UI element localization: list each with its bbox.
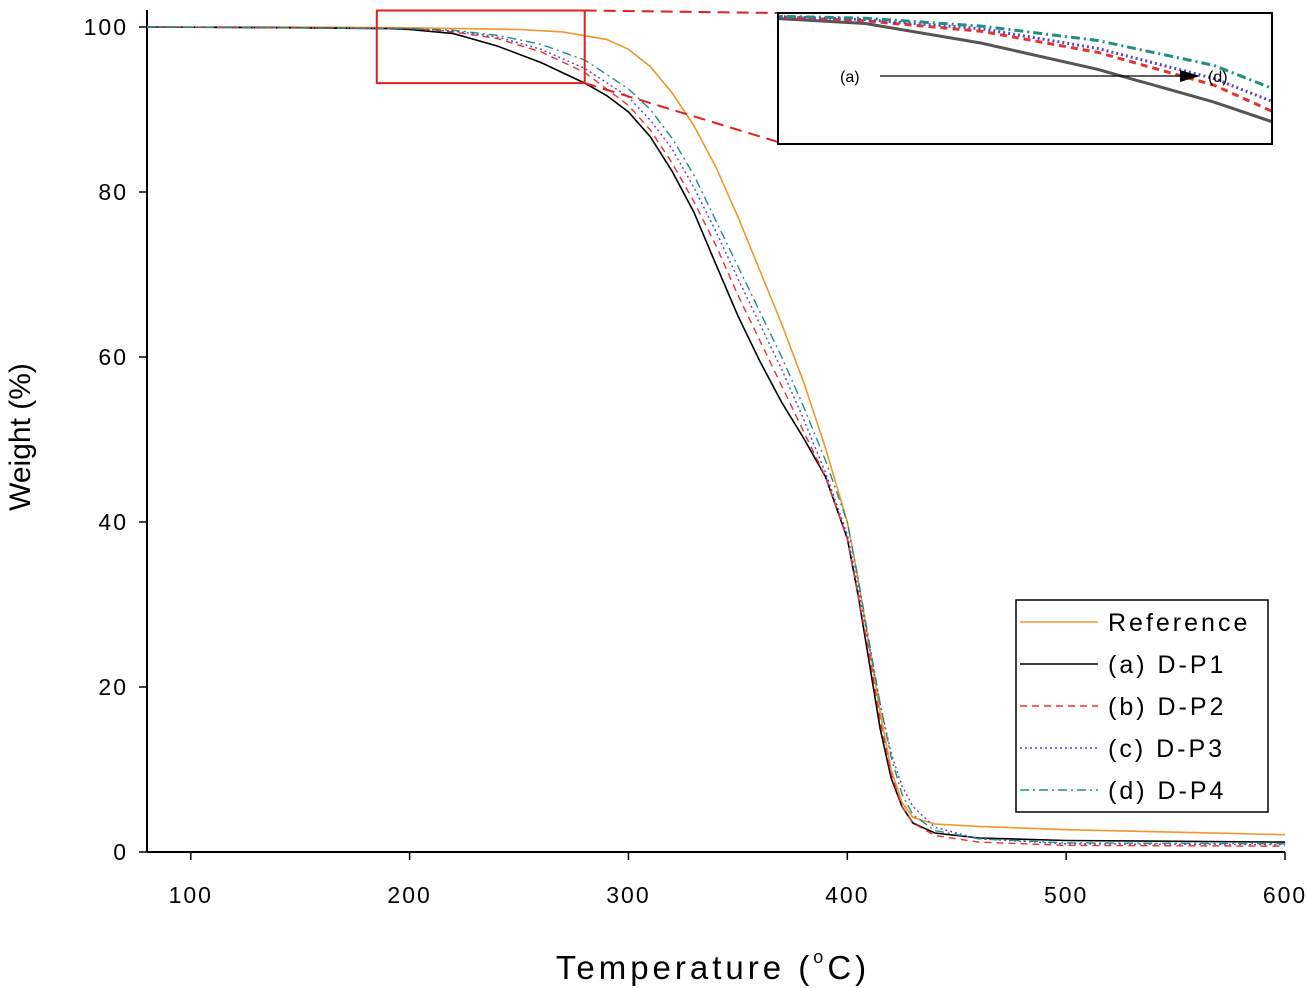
inset-series-line-3 — [779, 15, 1271, 113]
x-tick-label: 600 — [1263, 882, 1307, 908]
series-layer — [146, 26, 1286, 847]
x-tick-label: 400 — [825, 882, 869, 908]
y-tick-label: 100 — [84, 14, 128, 40]
y-tick-label: 20 — [98, 674, 128, 700]
series-line-4 — [146, 26, 1286, 846]
x-tick-label: 500 — [1044, 882, 1088, 908]
inset-series-line-2 — [779, 17, 1271, 123]
x-tick-label: 300 — [606, 882, 650, 908]
legend-label: (d) D-P4 — [1108, 777, 1226, 805]
inset-label-end: (d) — [1208, 69, 1228, 86]
zoom-connector-top — [584, 9, 779, 14]
inset-series — [779, 14, 1271, 123]
legend-label: (c) D-P3 — [1108, 735, 1225, 763]
x-axis-title: Temperature (oC) — [556, 947, 870, 986]
legend-label: Reference — [1108, 609, 1250, 637]
x-tick-label: 200 — [387, 882, 431, 908]
series-line-3 — [146, 26, 1286, 847]
series-line-5 — [146, 26, 1286, 845]
legend-label: (a) D-P1 — [1108, 651, 1226, 679]
inset-label-start: (a) — [840, 69, 860, 86]
zoom-indicator — [375, 9, 779, 143]
y-axis-title: Weight (%) — [4, 363, 37, 511]
inset-arrow-head — [1180, 70, 1200, 82]
y-tick-label: 40 — [98, 509, 128, 535]
legend: Reference (a) D-P1 (b) D-P2 (c) D-P3 (d) D-P… — [1015, 599, 1269, 813]
axis-ticks: 100 200 300 400 500 600 0 20 40 60 80 100 — [84, 14, 1307, 908]
inset-panel: (a) (d) — [777, 12, 1273, 145]
y-tick-label: 80 — [98, 179, 128, 205]
inset-series-line-5 — [779, 14, 1271, 90]
zoom-rectangle — [375, 9, 586, 85]
zoom-connector-bottom — [584, 82, 779, 143]
legend-label: (b) D-P2 — [1108, 693, 1226, 721]
y-tick-label: 60 — [98, 344, 128, 370]
x-tick-label: 100 — [169, 882, 213, 908]
y-tick-label: 0 — [113, 839, 128, 865]
